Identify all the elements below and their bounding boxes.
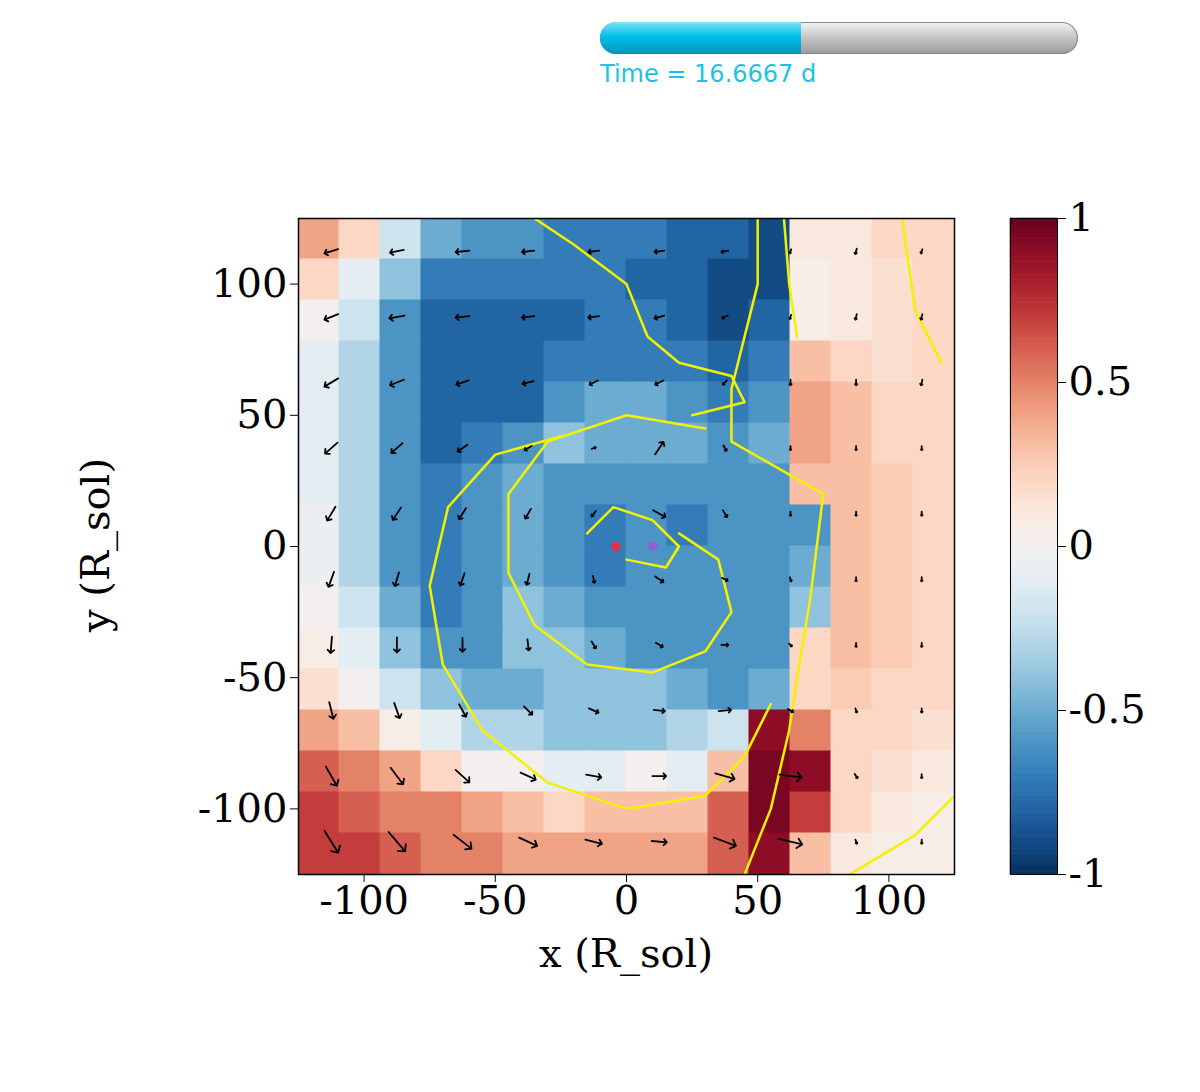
svg-text:-50: -50 [223,654,287,700]
svg-text:1: 1 [1069,194,1094,240]
svg-text:50: 50 [237,391,288,437]
svg-text:100: 100 [211,260,287,306]
svg-text:-50: -50 [463,877,527,923]
svg-text:0: 0 [614,877,639,923]
svg-text:-0.5: -0.5 [1069,686,1146,732]
svg-text:-1: -1 [1069,850,1108,896]
svg-text:0.5: 0.5 [1069,358,1133,404]
html-text:x (R_sol): x (R_sol) [539,930,713,976]
html-text:Time = 16.6667 d: Time = 16.6667 d [600,60,817,88]
html-text:y (R_sol): y (R_sol) [72,458,118,632]
svg-text:100: 100 [851,877,927,923]
svg-text:-100: -100 [198,785,288,831]
svg-text:-100: -100 [319,877,409,923]
svg-text:0: 0 [262,522,287,568]
svg-text:50: 50 [732,877,783,923]
svg-text:0: 0 [1069,522,1094,568]
